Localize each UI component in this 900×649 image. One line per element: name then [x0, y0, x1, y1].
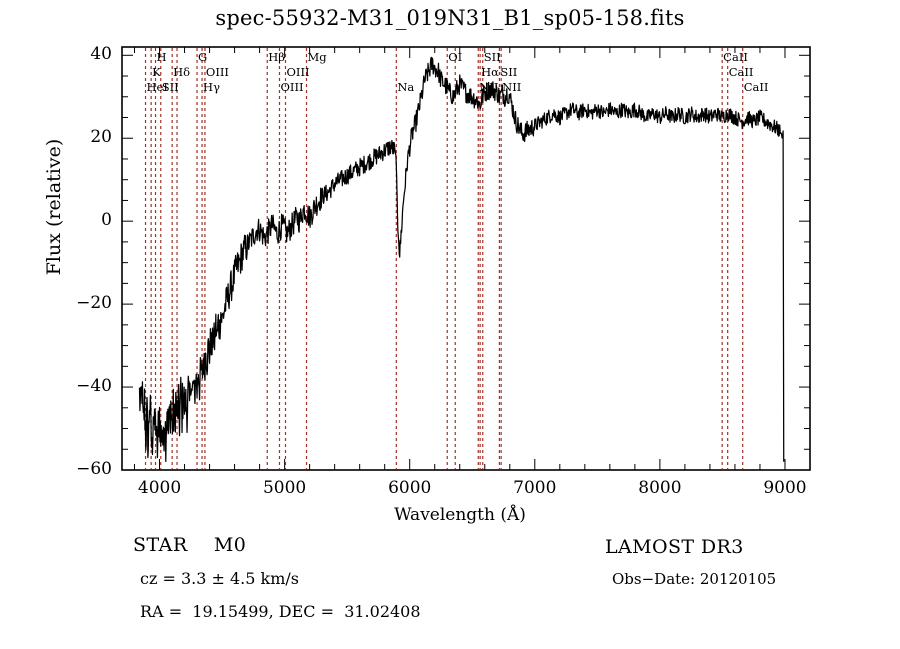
spectral-line-label: OIII: [286, 65, 310, 79]
y-tick-label: 40: [90, 44, 112, 65]
plot-frame: [121, 46, 811, 471]
spectrum-trace: [138, 56, 785, 463]
spectral-line-label: SII: [500, 65, 518, 79]
coordinates-text: RA = 19.15499, DEC = 31.02408: [140, 602, 421, 621]
spectral-line-label: Mg: [307, 50, 327, 64]
spectral-line-label: OIII: [205, 65, 229, 79]
spectral-line-label: CaII: [723, 50, 748, 64]
y-tick-label: −40: [76, 376, 112, 397]
spectral-line-label: Hα: [481, 65, 499, 79]
spectral-line-label: Hγ: [203, 80, 220, 94]
y-tick-label: 20: [90, 127, 112, 148]
spectral-line-label: OIII: [280, 80, 304, 94]
spectral-line-label: OI: [448, 50, 463, 64]
spectral-line-label: Hβ: [268, 50, 285, 64]
spectral-line-label: SII: [161, 80, 179, 94]
x-tick-label: 7000: [513, 478, 557, 498]
spectral-line-label: NII: [502, 80, 522, 94]
spectral-line-label: Na: [397, 80, 415, 94]
y-tick-label: −20: [76, 293, 112, 314]
x-tick-label: 5000: [262, 478, 307, 498]
x-tick-label: 8000: [638, 478, 682, 498]
page-title: spec-55932-M31_019N31_B1_sp05-158.fits: [215, 6, 685, 30]
observation-date-text: Obs−Date: 20120105: [612, 570, 777, 588]
spectral-line-label: K: [152, 65, 161, 79]
spectral-line-label: Hδ: [173, 65, 191, 79]
x-tick-label: 9000: [763, 478, 807, 498]
spectral-line-label: H: [156, 50, 167, 64]
x-tick-label: 4000: [137, 478, 182, 498]
spectral-line-label: CaII: [743, 80, 769, 94]
spectral-line-label: HeI: [146, 80, 168, 94]
spectral-line-label: G: [198, 50, 208, 64]
x-tick-label: 6000: [388, 478, 432, 498]
survey-name-text: LAMOST DR3: [605, 536, 744, 558]
y-tick-label: 0: [101, 210, 112, 231]
y-tick-label: −60: [76, 459, 112, 479]
redshift-velocity-text: cz = 3.3 ± 4.5 km/s: [140, 569, 299, 588]
spectral-line-label: CaII: [728, 65, 754, 79]
object-class-text: STAR M0: [133, 534, 247, 556]
x-axis-label: Wavelength (Å): [394, 505, 526, 525]
spectral-line-label: SII: [483, 50, 501, 64]
spectral-line-label: NII: [479, 80, 499, 94]
spectral-line-markers: [144, 48, 744, 469]
